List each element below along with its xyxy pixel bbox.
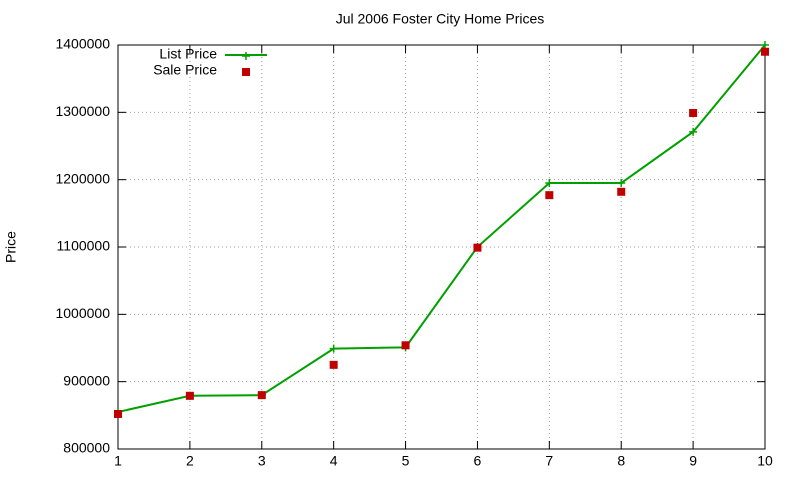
data-point — [689, 109, 698, 118]
x-tick-label: 3 — [258, 453, 266, 469]
data-point — [617, 179, 626, 188]
legend-label: List Price — [159, 46, 217, 62]
data-point — [473, 243, 482, 252]
x-tick-label: 1 — [114, 453, 122, 469]
data-point — [401, 341, 410, 350]
series-line — [117, 44, 766, 413]
legend-marker — [242, 52, 250, 60]
x-tick-label: 2 — [186, 453, 194, 469]
x-tick-label: 4 — [330, 453, 338, 469]
y-tick-label: 1400000 — [55, 36, 110, 52]
plot-border — [117, 44, 766, 450]
data-point — [545, 191, 554, 200]
x-tick-label: 7 — [545, 453, 553, 469]
data-point — [329, 344, 338, 353]
data-point — [761, 41, 769, 49]
y-tick-label: 900000 — [63, 372, 110, 388]
y-axis-label: Price — [3, 231, 19, 263]
y-tick-label: 1300000 — [55, 103, 110, 119]
data-point — [761, 47, 769, 56]
y-tick-label: 1200000 — [55, 170, 110, 186]
data-point — [257, 391, 266, 400]
y-tick-label: 1000000 — [55, 305, 110, 321]
x-tick-label: 10 — [757, 453, 773, 469]
data-point — [329, 360, 338, 369]
legend-label: Sale Price — [153, 62, 217, 78]
chart-title: Jul 2006 Foster City Home Prices — [336, 11, 545, 27]
data-point — [114, 409, 122, 418]
data-point — [617, 187, 626, 196]
x-tick-label: 9 — [689, 453, 697, 469]
y-tick-label: 800000 — [63, 440, 110, 456]
x-tick-label: 5 — [402, 453, 410, 469]
data-point — [545, 179, 554, 188]
data-point — [689, 127, 698, 136]
y-tick-label: 1100000 — [57, 238, 111, 254]
data-point — [185, 391, 194, 400]
legend-marker — [242, 68, 250, 76]
x-tick-label: 6 — [474, 453, 482, 469]
x-tick-label: 8 — [617, 453, 625, 469]
